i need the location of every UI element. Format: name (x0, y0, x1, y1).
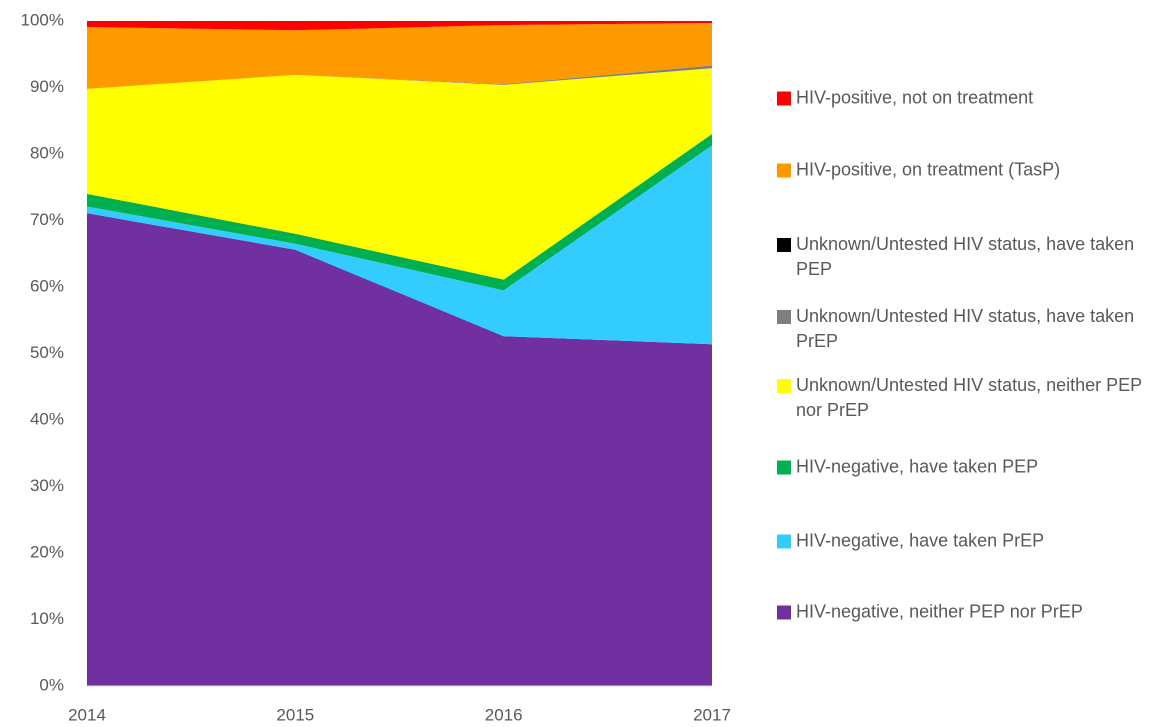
legend-swatch (777, 163, 791, 178)
legend-label: HIV-negative, neither PEP nor PrEP (796, 601, 1083, 622)
y-tick-label: 60% (30, 276, 64, 295)
legend-label: HIV-negative, have taken PrEP (796, 530, 1045, 551)
y-tick-label: 50% (30, 343, 64, 362)
legend-item: HIV-positive, not on treatment (777, 86, 1147, 111)
legend-label: HIV-positive, not on treatment (796, 87, 1034, 108)
legend-swatch (777, 379, 791, 393)
area (87, 22, 712, 89)
x-tick-label: 2017 (693, 705, 731, 724)
legend-item: HIV-negative, neither PEP nor PrEP (777, 600, 1147, 625)
legend-swatch (777, 534, 791, 549)
legend-swatch (777, 605, 791, 620)
legend-item: HIV-negative, have taken PrEP (777, 529, 1147, 554)
area (87, 213, 712, 686)
x-tick-label: 2015 (276, 705, 314, 724)
area (87, 65, 712, 89)
legend-item: HIV-negative, have taken PEP (777, 455, 1147, 480)
area (87, 68, 712, 280)
y-tick-label: 100% (21, 10, 64, 29)
y-tick-label: 20% (30, 542, 64, 561)
legend-item: Unknown/Untested HIV status, neither PEP… (777, 373, 1147, 423)
legend-item: HIV-positive, on treatment (TasP) (777, 158, 1147, 183)
x-tick-label: 2016 (485, 705, 523, 724)
y-tick-label: 10% (30, 609, 64, 628)
legend-swatch (777, 460, 791, 475)
y-tick-label: 80% (30, 143, 64, 162)
y-tick-label: 0% (39, 675, 64, 694)
area (87, 145, 712, 345)
area (87, 134, 712, 291)
y-tick-label: 40% (30, 409, 64, 428)
legend-swatch (777, 310, 791, 324)
y-tick-label: 30% (30, 476, 64, 495)
x-tick-label: 2014 (68, 705, 106, 724)
legend-label: Unknown/Untested HIV status, have taken … (796, 306, 1135, 351)
legend-swatch (777, 91, 791, 106)
legend-label: Unknown/Untested HIV status, neither PEP… (796, 375, 1142, 420)
y-tick-label: 70% (30, 210, 64, 229)
legend-label: HIV-negative, have taken PEP (796, 456, 1039, 477)
legend-item: Unknown/Untested HIV status, have taken … (777, 304, 1147, 354)
legend-swatch (777, 238, 791, 252)
legend-item: Unknown/Untested HIV status, have taken … (777, 232, 1147, 282)
area (87, 21, 712, 31)
legend-label: HIV-positive, on treatment (TasP) (796, 159, 1061, 180)
y-tick-label: 90% (30, 77, 64, 96)
legend-label: Unknown/Untested HIV status, have taken … (796, 234, 1135, 279)
